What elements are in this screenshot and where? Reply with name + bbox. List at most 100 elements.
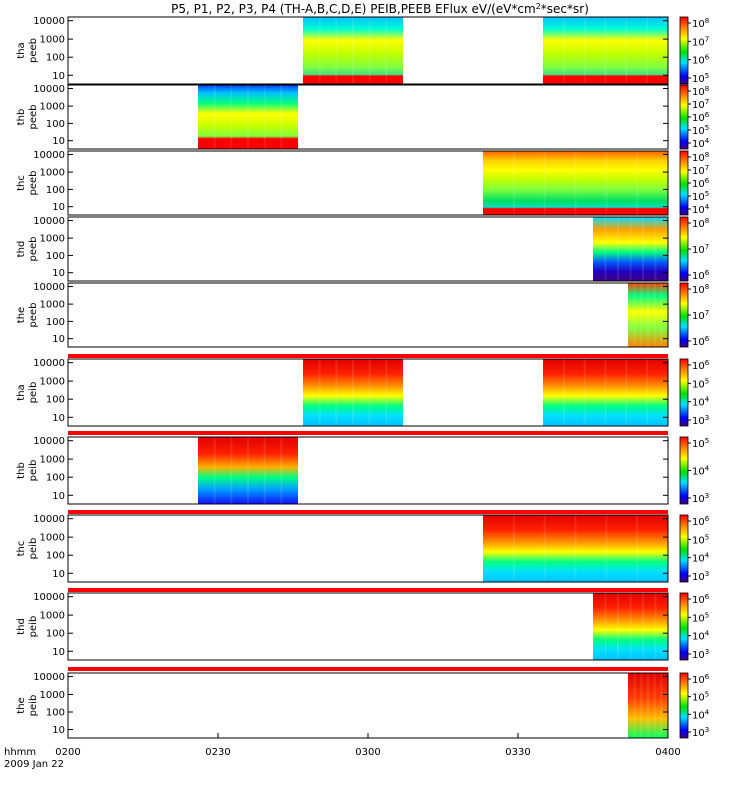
spectrogram-data-block [543, 17, 668, 84]
y-tick-label: 1000 [40, 300, 65, 311]
panel-instrument-label: peeb [28, 303, 39, 328]
x-tick-label: 0330 [505, 747, 530, 758]
panel-probe-label: the [16, 697, 27, 713]
y-tick-label: 10000 [33, 514, 65, 525]
x-axis: 0200 0230 0300 0330 0400 [55, 733, 681, 758]
colorbar-tick-label: 106 [692, 335, 710, 348]
panel-frame [67, 592, 669, 661]
colorbar-tick-label: 106 [692, 515, 710, 528]
colorbar [679, 216, 689, 282]
colorbar [679, 282, 689, 348]
y-tick-label: 100 [46, 708, 65, 719]
y-tick-label: 10000 [33, 436, 65, 447]
colorbar-tick-label: 106 [692, 673, 710, 686]
colorbar-tick-label: 103 [692, 570, 709, 583]
panel-probe-label: thd [16, 241, 27, 258]
panel-separator-band [68, 667, 668, 671]
colorbar-tick-label: 106 [692, 269, 710, 282]
panel-instrument-label: peeb [28, 171, 39, 196]
panel-separator-band [68, 431, 668, 435]
y-tick-label: 100 [46, 317, 65, 328]
colorbar [679, 16, 689, 85]
colorbar-tick-label: 105 [692, 190, 709, 203]
colorbar [679, 514, 689, 583]
colorbar-tick-label: 104 [692, 552, 710, 565]
panel-probe-label: tha [16, 384, 27, 400]
colorbar-tick-label: 106 [692, 593, 710, 606]
colorbar [679, 84, 689, 150]
panel-instrument-label: peeb [28, 38, 39, 63]
y-tick-label: 10 [52, 647, 65, 658]
panel-thd-peeb: 10000 1000 100 10 thd peeb 108 107 106 [16, 216, 710, 282]
y-tick-label: 10 [52, 725, 65, 736]
colorbar-tick-label: 106 [692, 54, 710, 67]
colorbar-tick-label: 108 [692, 151, 709, 164]
colorbar-tick-label: 105 [692, 437, 709, 450]
panel-frame [67, 358, 669, 427]
y-tick-label: 10 [52, 334, 65, 345]
spectrogram-data-block [198, 85, 298, 149]
colorbar-tick-label: 104 [692, 465, 710, 478]
colorbar-tick-label: 105 [692, 691, 709, 704]
colorbar-tick-label: 104 [692, 203, 710, 216]
colorbar-tick-label: 107 [692, 243, 709, 256]
colorbar-tick-label: 104 [692, 396, 710, 409]
y-tick-label: 100 [46, 629, 65, 640]
figure-title: P5, P1, P2, P3, P4 (TH-A,B,C,D,E) PEIB,P… [171, 2, 589, 16]
colorbar-tick-label: 108 [692, 217, 709, 230]
spectrogram-data-block [483, 515, 668, 582]
y-tick-label: 100 [46, 53, 65, 64]
spectrogram-panels: 10000 1000 100 10 tha peeb 108 107 106 105 10000 10… [16, 16, 710, 739]
y-tick-label: 10000 [33, 150, 65, 161]
y-tick-label: 1000 [40, 35, 65, 46]
y-tick-label: 10000 [33, 592, 65, 603]
panel-tha-peib: 10000 1000 100 10 tha peib 106 105 104 103 [16, 358, 710, 427]
y-tick-label: 1000 [40, 102, 65, 113]
y-tick-label: 100 [46, 251, 65, 262]
y-tick-label: 10000 [33, 358, 65, 369]
colorbar-tick-label: 104 [692, 137, 710, 150]
spectrogram-data-block [483, 151, 668, 215]
x-axis-label-hhmm: hhmm [4, 747, 36, 758]
y-tick-label: 10 [52, 569, 65, 580]
panel-tha-peeb: 10000 1000 100 10 tha peeb 108 107 106 105 [16, 16, 710, 85]
y-tick-label: 100 [46, 185, 65, 196]
panel-probe-label: thc [16, 175, 27, 191]
spectrogram-data-block [593, 217, 668, 281]
y-tick-label: 10000 [33, 16, 65, 27]
y-tick-label: 100 [46, 395, 65, 406]
panel-probe-label: thd [16, 618, 27, 635]
panel-instrument-label: peeb [28, 105, 39, 130]
y-tick-label: 10 [52, 71, 65, 82]
spectrogram-data-block [543, 359, 668, 426]
panel-frame [67, 16, 669, 85]
colorbar-tick-label: 104 [692, 708, 710, 721]
colorbar [679, 592, 689, 661]
panel-separator-band [68, 354, 668, 358]
colorbar-tick-label: 106 [692, 111, 710, 124]
y-tick-label: 10 [52, 413, 65, 424]
panel-instrument-label: peib [28, 460, 39, 482]
y-tick-label: 1000 [40, 611, 65, 622]
colorbar-tick-label: 106 [692, 359, 710, 372]
colorbar-tick-label: 108 [692, 283, 709, 296]
panel-the-peib: 10000 1000 100 10 the peib 106 105 104 103 [16, 672, 710, 739]
spectrogram-data-block [303, 17, 403, 84]
colorbar [679, 150, 689, 216]
y-tick-label: 10000 [33, 672, 65, 683]
x-tick-label: 0300 [355, 747, 380, 758]
spectrogram-data-block [628, 673, 668, 738]
y-tick-label: 100 [46, 119, 65, 130]
colorbar-tick-label: 108 [692, 17, 709, 30]
panel-separator-band [68, 588, 668, 592]
y-tick-label: 10 [52, 202, 65, 213]
panel-frame [67, 216, 669, 282]
panel-frame [67, 150, 669, 216]
y-tick-label: 10000 [33, 84, 65, 95]
panel-thd-peib: 10000 1000 100 10 thd peib 106 105 104 103 [16, 592, 710, 661]
colorbar-tick-label: 103 [692, 492, 709, 505]
panel-instrument-label: peeb [28, 237, 39, 262]
